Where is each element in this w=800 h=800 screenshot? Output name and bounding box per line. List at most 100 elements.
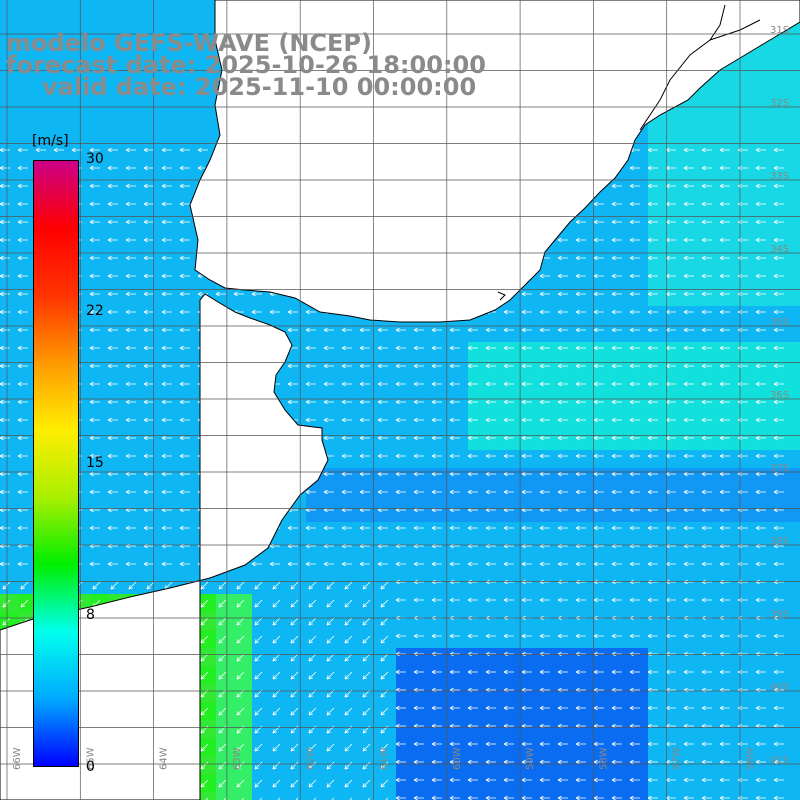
wind-arrow [125, 183, 136, 189]
wind-cell [324, 702, 342, 720]
wind-arrow [629, 669, 640, 675]
wind-arrow [701, 183, 712, 189]
wind-cell [90, 396, 108, 414]
wind-cell [648, 774, 666, 792]
wind-arrow [362, 707, 371, 716]
wind-cell [558, 360, 576, 378]
wind-arrow [719, 669, 730, 675]
wind-arrow [326, 653, 335, 662]
wind-arrow [143, 183, 154, 189]
wind-cell [504, 432, 522, 450]
wind-arrow [254, 617, 263, 626]
wind-arrow [701, 597, 712, 603]
wind-cell [396, 756, 414, 774]
wind-arrow [557, 363, 568, 369]
wind-arrow [647, 453, 658, 459]
wind-cell [666, 558, 684, 576]
wind-cell [414, 450, 432, 468]
wind-cell [450, 756, 468, 774]
wind-arrow [701, 219, 712, 225]
wind-arrow [89, 561, 100, 567]
wind-cell [486, 702, 504, 720]
wind-cell [378, 396, 396, 414]
wind-cell [720, 414, 738, 432]
wind-cell [432, 756, 450, 774]
wind-cell [306, 378, 324, 396]
wind-cell [792, 576, 800, 594]
wind-arrow [683, 183, 694, 189]
wind-cell [612, 576, 630, 594]
wind-arrow [575, 759, 586, 765]
wind-cell [630, 792, 648, 800]
wind-cell [450, 540, 468, 558]
wind-cell [522, 738, 540, 756]
wind-cell [0, 594, 18, 612]
wind-cell [378, 558, 396, 576]
wind-cell [18, 90, 36, 108]
wind-cell [648, 216, 666, 234]
wind-cell [684, 468, 702, 486]
wind-cell [540, 540, 558, 558]
wind-cell [630, 558, 648, 576]
wind-cell [720, 144, 738, 162]
wind-arrow [431, 669, 442, 675]
wind-arrow [611, 201, 622, 207]
wind-cell [0, 234, 18, 252]
wind-cell [234, 756, 252, 774]
wind-cell [540, 468, 558, 486]
wind-arrow [773, 399, 784, 405]
wind-arrow [719, 777, 730, 783]
wind-cell [306, 666, 324, 684]
wind-cell [108, 126, 126, 144]
wind-cell [198, 108, 216, 126]
wind-arrow [179, 399, 190, 405]
wind-cell [648, 792, 666, 800]
wind-arrow [125, 381, 136, 387]
wind-arrow [575, 597, 586, 603]
wind-arrow [380, 635, 389, 644]
wind-cell [522, 504, 540, 522]
wind-cell [36, 0, 54, 18]
wind-arrow [629, 759, 640, 765]
wind-arrow [341, 489, 352, 495]
wind-cell [432, 684, 450, 702]
wind-cell [504, 342, 522, 360]
wind-arrow [0, 525, 10, 531]
wind-cell [180, 252, 198, 270]
wind-cell [198, 594, 216, 612]
wind-arrow [107, 327, 118, 333]
wind-arrow [89, 417, 100, 423]
wind-cell [234, 630, 252, 648]
wind-cell [54, 126, 72, 144]
wind-cell [738, 324, 756, 342]
wind-cell [756, 306, 774, 324]
wind-cell [0, 396, 18, 414]
colorbar-tick-30: 30 [86, 151, 104, 167]
wind-cell [594, 486, 612, 504]
wind-arrow [521, 705, 532, 711]
wind-cell [468, 630, 486, 648]
wind-arrow [593, 399, 604, 405]
wind-arrow [539, 741, 550, 747]
wind-arrow [557, 399, 568, 405]
wind-arrow [755, 759, 766, 765]
wind-arrow [485, 471, 496, 477]
wind-cell [0, 162, 18, 180]
wind-cell [702, 468, 720, 486]
wind-cell [270, 702, 288, 720]
wind-arrow [377, 399, 388, 405]
wind-arrow [431, 597, 442, 603]
wind-cell [486, 342, 504, 360]
wind-cell [324, 738, 342, 756]
wind-arrow [20, 599, 29, 608]
wind-arrow [179, 237, 190, 243]
wind-cell [540, 522, 558, 540]
wind-cell [162, 522, 180, 540]
wind-cell [126, 144, 144, 162]
wind-cell [252, 756, 270, 774]
wind-arrow [611, 255, 622, 261]
wind-cell [738, 288, 756, 306]
wind-arrow [467, 633, 478, 639]
wind-arrow [179, 273, 190, 279]
wind-cell [162, 252, 180, 270]
